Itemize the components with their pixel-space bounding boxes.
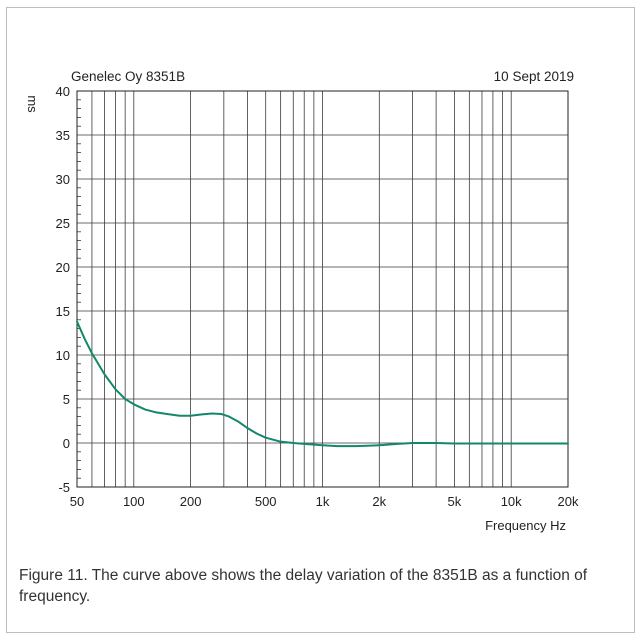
y-axis-label: ms <box>25 95 40 113</box>
x-tick-label: 10k <box>501 494 522 509</box>
delay-curve-line <box>76 320 569 448</box>
y-tick-label: 35 <box>56 128 70 143</box>
x-axis-label: Frequency Hz <box>485 518 566 533</box>
chart-header-model: Genelec Oy 8351B <box>71 69 186 84</box>
y-tick-label: 0 <box>63 436 70 451</box>
y-tick-label: 40 <box>56 84 70 99</box>
x-tick-label: 2k <box>372 494 386 509</box>
x-tick-label: 50 <box>70 494 84 509</box>
y-tick-label: 20 <box>56 260 70 275</box>
x-tick-label: 100 <box>123 494 145 509</box>
y-tick-label: -5 <box>58 480 70 495</box>
y-tick-label: 15 <box>56 304 70 319</box>
chart-header-date: 10 Sept 2019 <box>493 69 574 84</box>
plot-border <box>76 90 569 488</box>
x-tick-label: 500 <box>255 494 277 509</box>
x-tick-label: 1k <box>316 494 330 509</box>
y-tick-label: 10 <box>56 348 70 363</box>
y-tick-label: 5 <box>63 392 70 407</box>
x-tick-label: 20k <box>558 494 579 509</box>
x-tick-label: 200 <box>180 494 202 509</box>
delay-chart: -5 0 5 10 15 20 25 30 35 40 50 100 200 500 1k 2k 5k 10k 20… <box>25 84 579 533</box>
figure-caption: Figure 11. The curve above shows the del… <box>19 567 588 605</box>
y-tick-label: 30 <box>56 172 70 187</box>
x-tick-label: 5k <box>448 494 462 509</box>
figure-panel: -5 0 5 10 15 20 25 30 35 40 50 100 200 500 1k 2k 5k 10k 20… <box>6 7 635 633</box>
y-tick-label: 25 <box>56 216 70 231</box>
